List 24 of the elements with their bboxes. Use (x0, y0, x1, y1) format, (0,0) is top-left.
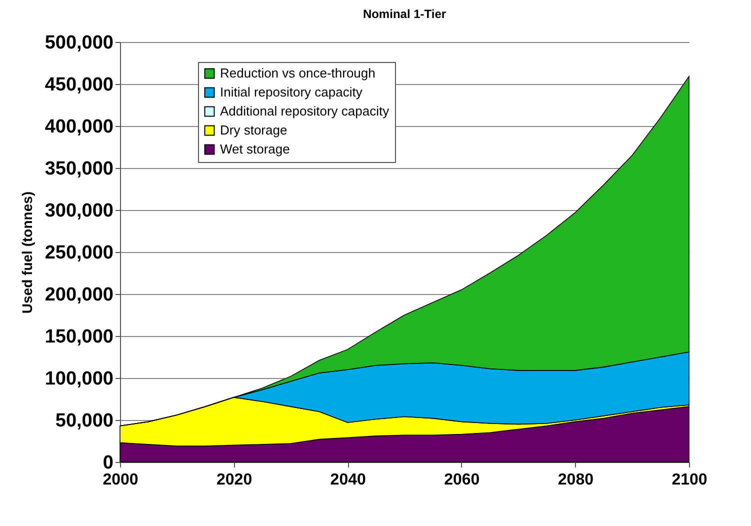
y-tick-label: 200,000 (44, 284, 114, 306)
y-axis-title: Used fuel (tonnes) (18, 191, 35, 314)
legend-label: Additional repository capacity (220, 104, 390, 118)
x-tick-label: 2040 (330, 472, 366, 488)
y-tick-label: 150,000 (44, 326, 114, 348)
y-tick-label: 300,000 (44, 200, 114, 222)
y-tick-label: 250,000 (44, 242, 114, 264)
y-tick-label: 100,000 (44, 368, 114, 390)
x-tick-label: 2020 (216, 472, 252, 488)
chart-title: Nominal 1-Tier (362, 7, 446, 21)
y-tick-label: 500,000 (44, 32, 114, 54)
y-tick-label: 450,000 (44, 74, 114, 96)
legend-label: Dry storage (220, 122, 288, 138)
legend-label: Wet storage (220, 142, 290, 156)
x-tick-label: 2080 (558, 472, 594, 488)
y-tick-label: 350,000 (44, 158, 114, 180)
x-tick-label: 2060 (444, 472, 480, 488)
legend-label: Initial repository capacity (220, 84, 363, 100)
x-tick-label: 2100 (672, 472, 708, 488)
x-tick-label: 2000 (102, 472, 138, 488)
y-tick-label: 400,000 (44, 116, 114, 138)
y-tick-label: 50,000 (55, 410, 114, 432)
legend-label: Reduction vs once-through (220, 66, 376, 80)
y-tick-label: 0 (102, 452, 114, 474)
